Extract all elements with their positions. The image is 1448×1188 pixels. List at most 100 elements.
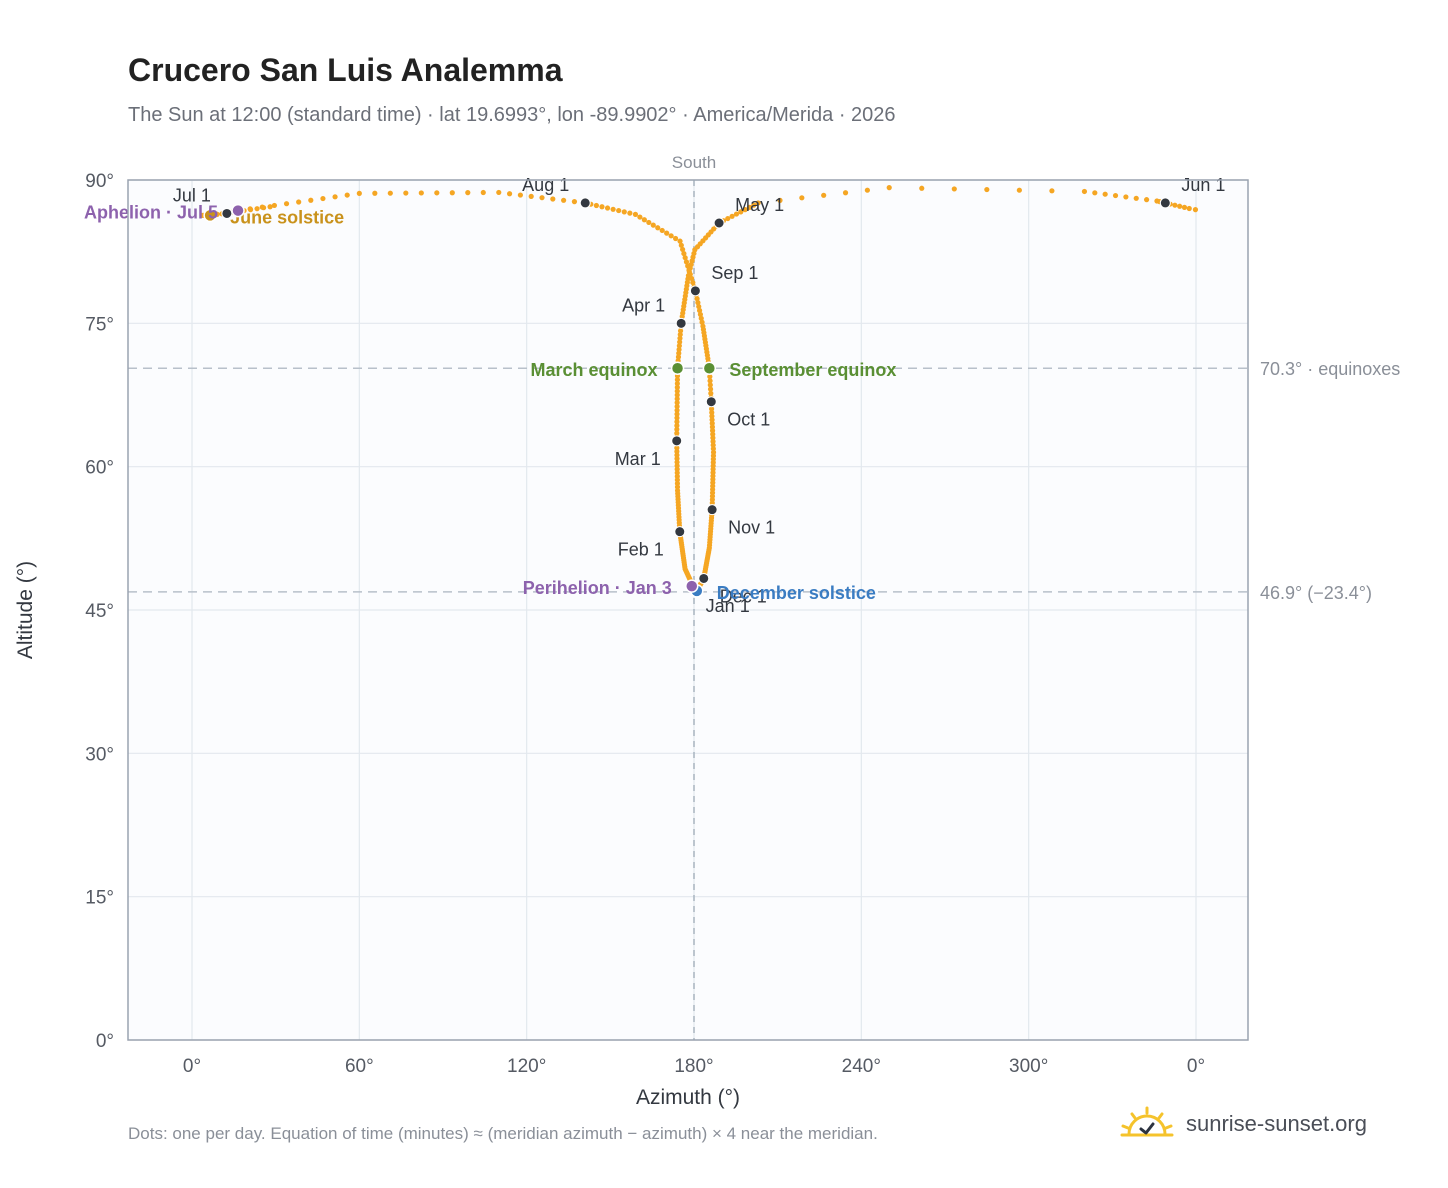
daily-sun-dot <box>1112 192 1119 199</box>
daily-sun-dot <box>674 407 680 413</box>
daily-sun-dot <box>695 300 701 306</box>
daily-sun-dot <box>267 204 273 210</box>
y-tick-label: 90° <box>85 171 114 192</box>
event-marker <box>670 361 685 375</box>
daily-sun-dot <box>864 187 870 193</box>
daily-sun-dot <box>674 384 680 390</box>
daily-sun-dot <box>687 271 693 277</box>
reference-line-label: 46.9° (−23.4°) <box>1260 583 1372 603</box>
daily-sun-dot <box>677 335 683 341</box>
daily-sun-dot <box>271 202 278 209</box>
daily-sun-dot <box>550 196 556 202</box>
daily-sun-dot <box>659 227 665 234</box>
daily-sun-dot <box>308 197 314 203</box>
daily-sun-dot <box>698 315 704 321</box>
daily-sun-dot <box>332 194 338 200</box>
event-label: September equinox <box>729 360 896 380</box>
daily-sun-dot <box>738 209 744 215</box>
event-marker <box>231 203 245 218</box>
sun-logo-icon <box>1120 1106 1174 1137</box>
daily-sun-dot <box>676 350 682 356</box>
month-marker <box>689 285 701 297</box>
daily-sun-dot <box>677 339 683 345</box>
daily-sun-dot <box>480 189 486 196</box>
daily-sun-dot <box>675 354 682 360</box>
daily-sun-dot <box>919 185 925 191</box>
daily-sun-dot <box>751 202 757 208</box>
daily-sun-dot <box>247 206 253 212</box>
daily-sun-dot <box>1016 187 1022 193</box>
month-marker <box>1159 197 1171 209</box>
daily-sun-dot <box>678 242 684 248</box>
daily-sun-dot <box>672 235 679 242</box>
daily-sun-dot <box>674 411 680 417</box>
daily-sun-dot <box>528 193 534 199</box>
daily-sun-dot <box>506 191 513 197</box>
daily-sun-dot <box>539 195 545 201</box>
daily-sun-dot <box>1123 194 1129 200</box>
daily-sun-dot <box>674 415 680 421</box>
event-label: December solstice <box>717 583 876 603</box>
daily-sun-dot <box>733 211 740 217</box>
daily-sun-dot <box>496 189 502 196</box>
x-tick-label: 300° <box>1009 1056 1048 1077</box>
daily-sun-dot <box>742 207 748 213</box>
daily-sun-dot <box>434 190 440 196</box>
daily-sun-dot <box>694 296 700 302</box>
month-label: Jan 1 <box>706 596 750 616</box>
reference-lines: South 70.3° · equinoxes 46.9° (−23.4°) <box>128 153 1400 1040</box>
daily-sun-dot <box>517 192 523 198</box>
axes: 0° 60° 120° 180° 240° 300° 0° 0° 15° 30° 45° 60° 75°… <box>85 171 1205 1077</box>
daily-sun-dot <box>690 279 696 286</box>
daily-sun-dot <box>199 212 205 218</box>
x-axis-label: Azimuth (°) <box>636 1086 740 1109</box>
daily-sun-dot <box>674 392 680 398</box>
daily-sun-dot <box>688 275 695 282</box>
daily-sun-dot <box>1192 207 1199 213</box>
daily-sun-dot <box>571 199 578 205</box>
daily-sun-dot <box>674 396 680 402</box>
daily-sun-dot <box>650 222 656 228</box>
x-tick-label: 0° <box>1187 1056 1205 1077</box>
y-tick-label: 15° <box>85 888 114 909</box>
daily-sun-dot <box>683 259 690 265</box>
month-marker <box>698 572 710 584</box>
daily-sun-dot <box>254 206 260 212</box>
month-marker <box>713 217 725 229</box>
daily-sun-dot <box>418 190 424 196</box>
daily-sun-dot <box>685 263 691 269</box>
daily-sun-dot <box>599 204 605 210</box>
event-markers: March equinox September equinox June solst… <box>84 203 896 603</box>
daily-sun-dot <box>655 225 661 231</box>
daily-sun-dot <box>707 382 713 388</box>
month-label: Aug 1 <box>522 175 569 195</box>
daily-sun-dot <box>632 211 639 217</box>
daily-sun-dot <box>708 390 714 396</box>
daily-sun-dot <box>686 267 692 273</box>
meridian-label: South <box>672 153 716 172</box>
daily-sun-dot <box>637 214 643 220</box>
daily-sun-dot <box>641 217 647 223</box>
daily-sun-dot <box>561 197 567 203</box>
daily-sun-dot <box>951 186 957 192</box>
month-marker <box>674 526 686 538</box>
x-tick-label: 180° <box>674 1056 713 1077</box>
daily-sun-dot <box>668 233 674 239</box>
daily-sun-dot <box>610 206 616 212</box>
month-label: Nov 1 <box>728 518 775 538</box>
daily-sun-dot <box>627 210 633 216</box>
daily-sun-dot <box>403 190 409 196</box>
daily-sun-dot <box>621 209 627 215</box>
daily-sun-dot <box>677 328 684 334</box>
daily-sun-dot <box>674 400 680 406</box>
daily-sun-dot <box>725 215 731 222</box>
event-marker <box>702 361 717 375</box>
month-label: Jun 1 <box>1181 175 1225 195</box>
event-marker <box>203 208 217 223</box>
chart-title: Crucero San Luis Analemma <box>128 52 563 88</box>
daily-sun-dot <box>707 378 713 384</box>
month-label: May 1 <box>735 195 784 215</box>
daily-sun-dot <box>707 386 714 392</box>
daily-sun-dot <box>681 250 687 257</box>
